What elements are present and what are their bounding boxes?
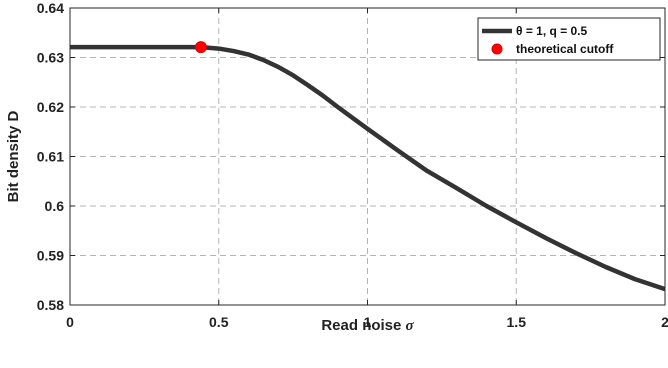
legend-label-series: θ = 1, q = 0.5 <box>516 24 588 38</box>
x-axis-label-text: Read noise <box>321 317 405 334</box>
legend-marker-swatch <box>491 43 503 55</box>
legend-label-marker: theoretical cutoff <box>516 42 614 56</box>
x-tick-label: 1 <box>364 314 372 330</box>
axes: 0 0.5 1 1.5 2 0.58 0.59 0.6 0.61 0.62 0.63 0.64 Read… <box>5 0 668 334</box>
y-tick-label: 0.59 <box>37 248 64 264</box>
series-layer <box>70 41 666 292</box>
y-tick-label: 0.61 <box>37 149 64 165</box>
x-axis-label-symbol: σ <box>406 318 415 334</box>
x-axis-label: Read noise σ <box>321 317 414 334</box>
legend-box <box>477 17 661 61</box>
y-tick-label: 0.62 <box>37 99 64 115</box>
y-axis-label: Bit density D <box>5 110 22 202</box>
cutoff-marker <box>194 41 207 54</box>
series-line <box>70 44 666 292</box>
y-tick-label: 0.6 <box>45 198 65 214</box>
x-tick-label: 2 <box>661 314 668 330</box>
y-tick-label: 0.64 <box>37 0 64 16</box>
legend: θ = 1, q = 0.5 theoretical cutoff <box>477 17 661 61</box>
x-tick-label: 0.5 <box>209 314 229 330</box>
y-tick-label: 0.58 <box>37 297 64 313</box>
x-tick-label: 0 <box>66 314 74 330</box>
y-tick-label: 0.63 <box>37 50 64 66</box>
x-tick-label: 1.5 <box>507 314 527 330</box>
